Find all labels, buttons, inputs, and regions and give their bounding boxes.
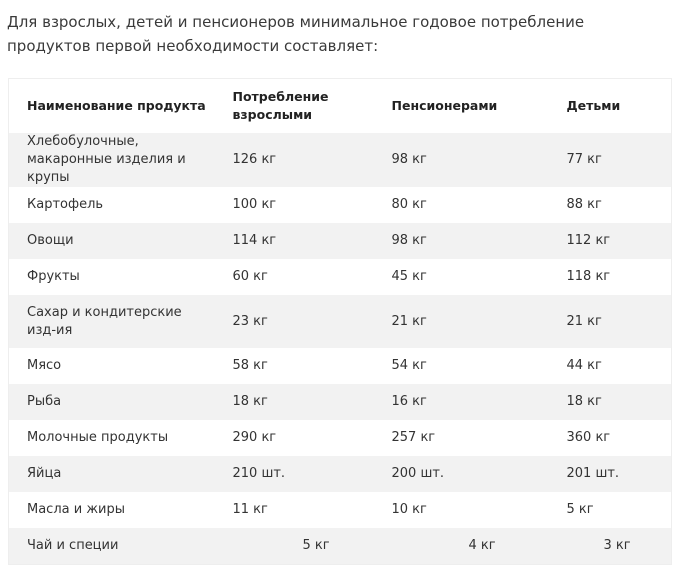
amount-cell: 290 кг [232,430,277,445]
amount-cell: 23 кг [232,313,268,329]
amount-cell: 5 кг [566,502,594,517]
amount-cell: 4 кг [468,538,496,553]
table-row: Мясо 58 кг 54 кг 44 кг [9,348,672,384]
table-row: Молочные продукты 290 кг 257 кг 360 кг [9,420,672,456]
product-name: Овощи [27,233,74,248]
table-row: Овощи 114 кг 98 кг 112 кг [8,223,672,259]
product-name: Фрукты [27,269,80,284]
amount-cell: 201 шт. [566,466,620,481]
amount-cell: 21 кг [391,313,427,329]
amount-cell: 45 кг [391,269,427,284]
amount-cell: 118 кг [566,269,611,284]
amount-cell: 126 кг [232,152,277,167]
table-row: Хлебобулочные, макаронные изделия и круп… [8,133,672,187]
amount-cell: 5 кг [302,538,330,553]
amount-cell: 54 кг [391,358,427,373]
amount-cell: 18 кг [232,394,268,409]
amount-cell: 257 кг [391,430,436,445]
consumption-table: Наименование продукта Потребление взрослы… [8,78,672,565]
amount-cell: 98 кг [391,233,427,248]
intro-text: Для взрослых, детей и пенсионеров минима… [7,13,585,55]
table-row: Сахар и кондитерские изд-ия 23 кг 21 кг 21 … [8,295,672,348]
amount-cell: 210 шт. [232,466,286,481]
amount-cell: 77 кг [566,152,602,167]
product-name: Яйца [27,466,62,481]
amount-cell: 88 кг [566,197,602,212]
amount-cell: 60 кг [232,269,268,284]
column-header: Детьми [566,98,621,113]
amount-cell: 16 кг [391,394,427,409]
product-name: Чай и специи [27,538,119,553]
amount-cell: 58 кг [232,358,268,373]
amount-cell: 21 кг [566,313,602,329]
product-name: Мясо [27,358,62,373]
amount-cell: 11 кг [232,502,268,517]
product-name: Молочные продукты [27,430,169,445]
amount-cell: 112 кг [566,233,611,248]
table-body: Хлебобулочные, макаронные изделия и круп… [8,133,672,565]
table-row: Картофель 100 кг 80 кг 88 кг [9,187,672,223]
table-row: Яйца 210 шт. 200 шт. 201 шт. [8,456,672,492]
product-name: Сахар и кондитерские изд-ия [27,304,182,338]
product-name: Хлебобулочные, макаронные изделия и круп… [27,134,186,185]
table-row: Масла и жиры 11 кг 10 кг 5 кг [9,492,672,528]
product-name: Масла и жиры [27,502,125,517]
amount-cell: 100 кг [232,197,277,212]
table-row: Фрукты 60 кг 45 кг 118 кг [9,259,672,295]
product-name: Рыба [27,394,62,409]
amount-cell: 10 кг [391,502,427,517]
amount-cell: 18 кг [566,394,602,409]
amount-cell: 98 кг [391,152,427,167]
column-header: Наименование продукта [27,98,206,113]
header-row: Наименование продукта Потребление взрослы… [9,79,672,134]
amount-cell: 114 кг [232,233,277,248]
column-header: Пенсионерами [391,98,498,113]
amount-cell: 80 кг [391,197,427,212]
table-row: Чай и специи 5 кг 4 кг 3 кг [8,528,672,565]
amount-cell: 44 кг [566,358,602,373]
amount-cell: 3 кг [603,538,631,553]
table-row: Рыба 18 кг 16 кг 18 кг [8,384,672,420]
amount-cell: 360 кг [566,430,611,445]
product-name: Картофель [27,197,104,212]
column-header: Потребление взрослыми [232,89,329,122]
amount-cell: 200 шт. [391,466,445,481]
